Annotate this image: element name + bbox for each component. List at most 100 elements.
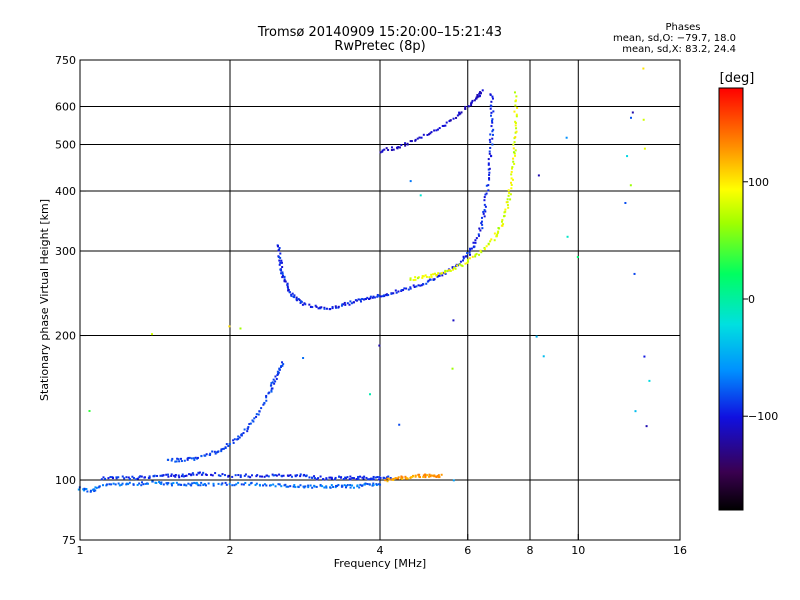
data-point — [422, 475, 425, 478]
data-point — [460, 264, 463, 267]
data-point — [280, 485, 283, 488]
colorbar-ticks: 100 0 −100 — [743, 176, 778, 423]
data-point — [279, 252, 282, 255]
data-point — [225, 443, 228, 446]
data-point — [491, 130, 494, 133]
data-point — [542, 355, 545, 358]
data-point — [416, 137, 419, 140]
series-points — [276, 93, 495, 311]
data-point — [511, 166, 514, 169]
data-point — [319, 475, 322, 478]
data-point — [426, 133, 429, 136]
data-point — [151, 480, 154, 483]
data-point — [311, 486, 314, 489]
data-point — [469, 249, 472, 252]
data-point — [249, 476, 252, 479]
data-point — [400, 475, 403, 478]
data-point — [510, 177, 513, 180]
data-point — [329, 476, 332, 479]
data-point — [479, 229, 482, 232]
data-point — [462, 257, 465, 260]
data-point — [286, 283, 289, 286]
data-point — [351, 484, 354, 487]
data-point — [200, 481, 203, 484]
data-point — [278, 259, 281, 262]
data-point — [214, 452, 217, 455]
data-point — [330, 477, 333, 480]
data-point — [410, 475, 413, 478]
data-point — [376, 295, 379, 298]
data-point — [631, 111, 634, 114]
data-point — [418, 136, 421, 139]
x-tick-label: 1 — [77, 544, 84, 557]
data-point — [221, 482, 224, 485]
data-point — [483, 247, 486, 250]
data-point — [279, 268, 282, 271]
data-point — [648, 379, 651, 382]
data-point — [464, 262, 467, 265]
data-point — [376, 476, 379, 479]
data-point — [339, 476, 342, 479]
phase-stats: Phases mean, sd,O: −79.7, 18.0 mean, sd,… — [560, 22, 736, 55]
data-point — [247, 475, 250, 478]
data-point — [196, 456, 199, 459]
data-point — [487, 158, 490, 161]
data-point — [409, 287, 412, 290]
data-point — [231, 484, 234, 487]
data-point — [104, 477, 107, 480]
x-axis-ticks: 1 2 4 6 8 10 16 — [77, 534, 687, 557]
data-point — [433, 278, 436, 281]
data-point — [121, 475, 124, 478]
data-point — [428, 133, 431, 136]
data-point — [495, 235, 498, 238]
data-point — [190, 484, 193, 487]
data-point — [275, 474, 278, 477]
data-point — [355, 478, 358, 481]
data-point — [93, 490, 96, 493]
data-point — [441, 274, 444, 277]
data-point — [379, 151, 382, 154]
data-point — [128, 481, 131, 484]
data-point — [217, 474, 220, 477]
data-point — [333, 478, 336, 481]
data-point — [409, 180, 412, 183]
data-point — [148, 476, 151, 479]
data-point — [401, 477, 404, 480]
data-point — [372, 475, 375, 478]
data-point — [513, 91, 516, 94]
data-point — [428, 475, 431, 478]
data-point — [319, 484, 322, 487]
data-point — [177, 483, 180, 486]
data-point — [180, 460, 183, 463]
data-point — [441, 271, 444, 274]
data-point — [506, 204, 509, 207]
data-point — [425, 275, 428, 278]
data-point — [280, 474, 283, 477]
data-point — [464, 107, 467, 110]
data-point — [211, 450, 214, 453]
data-point — [224, 446, 227, 449]
data-point — [165, 473, 168, 476]
data-point — [513, 152, 516, 155]
data-point — [250, 481, 253, 484]
data-point — [281, 272, 284, 275]
data-point — [437, 272, 440, 275]
colorbar — [718, 87, 744, 511]
data-point — [421, 275, 424, 278]
data-point — [489, 133, 492, 136]
data-point — [85, 487, 88, 490]
data-point — [482, 212, 485, 215]
data-point — [237, 435, 240, 438]
data-point — [374, 476, 377, 479]
data-point — [485, 184, 488, 187]
data-point — [510, 170, 513, 173]
data-point — [283, 280, 286, 283]
data-point — [309, 484, 312, 487]
data-point — [480, 220, 483, 223]
data-point — [258, 410, 261, 413]
data-point — [491, 118, 494, 121]
data-point — [255, 415, 258, 418]
y-tick-label: 400 — [55, 185, 76, 198]
data-point — [535, 335, 538, 338]
data-point — [170, 459, 173, 462]
